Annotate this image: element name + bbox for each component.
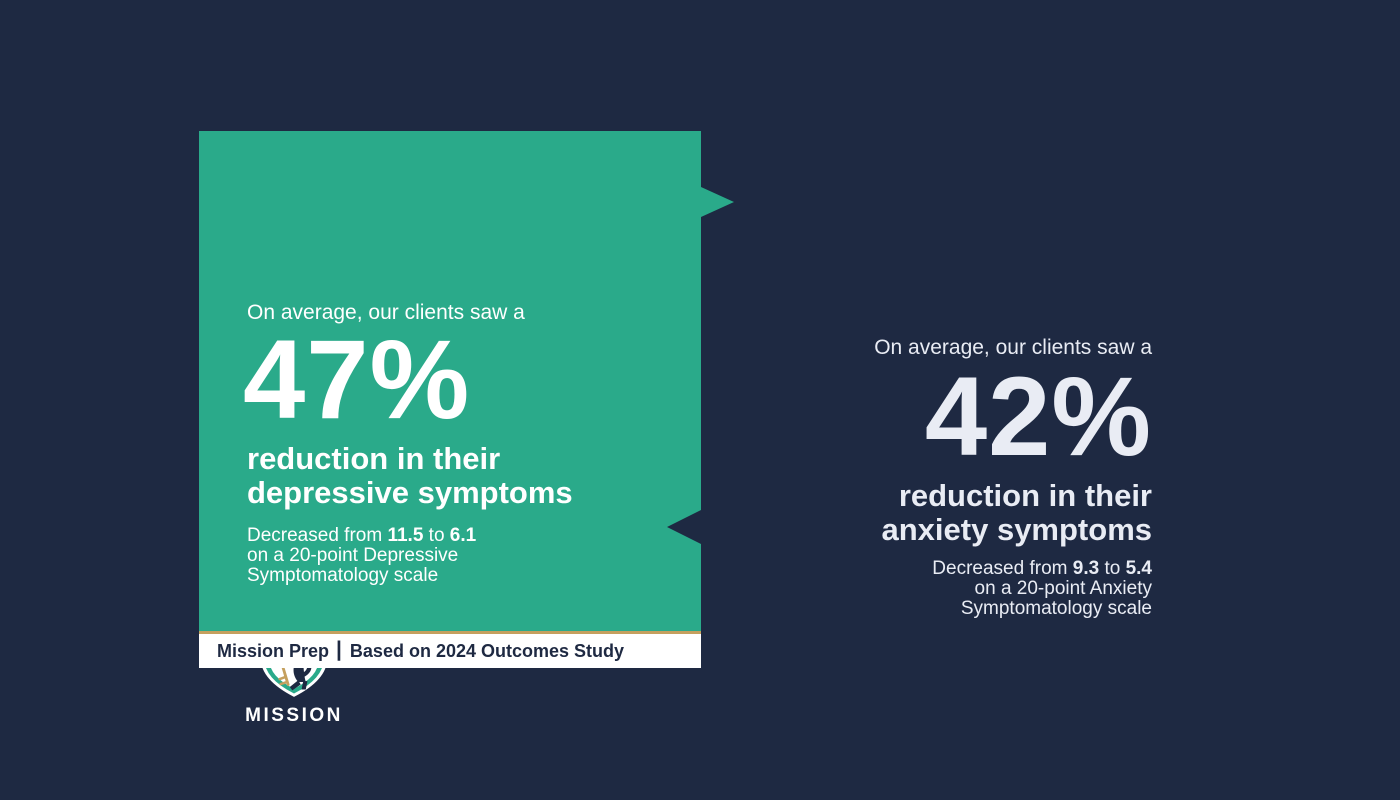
card-headline-line2: depressive symptoms bbox=[247, 475, 573, 510]
detail-from-value: 11.5 bbox=[387, 525, 424, 546]
detail-line2: on a 20-point Depressive bbox=[247, 545, 459, 566]
panel-headline-line1: reduction in their bbox=[898, 478, 1152, 513]
panel-detail-to-value: 5.4 bbox=[1125, 558, 1152, 579]
panel-headline: reduction in their anxiety symptoms bbox=[874, 478, 1153, 547]
footer-separator: | bbox=[336, 638, 342, 661]
detail-mid: to bbox=[423, 525, 450, 546]
panel-detail-text: Decreased from 9.3 to 5.4 on a 20-point A… bbox=[874, 559, 1152, 619]
speech-notch-left-icon bbox=[667, 510, 701, 544]
footer-note: Based on 2024 Outcomes Study bbox=[349, 640, 625, 661]
card-intro-text: On average, our clients saw a bbox=[247, 301, 525, 324]
panel-headline-line2: anxiety symptoms bbox=[881, 512, 1153, 547]
detail-to-value: 6.1 bbox=[449, 525, 477, 546]
panel-detail-line3: Symptomatology scale bbox=[960, 598, 1152, 619]
panel-detail-line2: on a 20-point Anxiety bbox=[974, 578, 1152, 599]
panel-stat-value: 42% bbox=[924, 354, 1152, 479]
logo-wordmark-mission: MISSION bbox=[245, 705, 343, 726]
card-stat-value: 47% bbox=[243, 317, 471, 442]
footer-brand: Mission Prep bbox=[217, 640, 330, 661]
detail-line3: Symptomatology scale bbox=[247, 565, 439, 586]
panel-detail-mid: to bbox=[1099, 558, 1126, 579]
speech-pointer-right-icon bbox=[701, 187, 734, 217]
panel-detail-prefix: Decreased from bbox=[932, 558, 1073, 579]
anxiety-stat-panel: On average, our clients saw a 42% reduct… bbox=[874, 335, 1152, 619]
card-headline-line1: reduction in their bbox=[247, 441, 501, 476]
detail-prefix: Decreased from bbox=[247, 525, 388, 546]
card-green-area: On average, our clients saw a 47% reduct… bbox=[199, 131, 734, 739]
card-detail-text: Decreased from 11.5 to 6.1 on a 20-point … bbox=[247, 526, 476, 586]
gold-divider bbox=[199, 631, 701, 634]
depression-stat-card: On average, our clients saw a 47% reduct… bbox=[199, 131, 734, 739]
logo-wordmark-prep: PREP bbox=[267, 724, 321, 739]
panel-detail-from-value: 9.3 bbox=[1072, 558, 1100, 579]
card-headline: reduction in their depressive symptoms bbox=[247, 442, 573, 510]
panel-intro-text: On average, our clients saw a bbox=[874, 336, 1152, 359]
source-footer: Mission Prep | Based on 2024 Outcomes St… bbox=[199, 634, 701, 668]
